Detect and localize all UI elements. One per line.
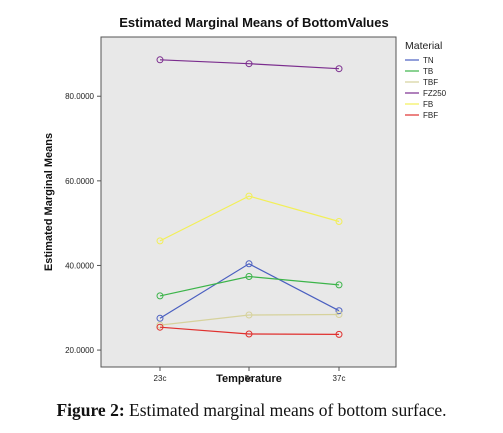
y-tick-label: 20.0000 <box>65 346 94 355</box>
data-point-tn <box>245 260 253 268</box>
legend-label: FBF <box>423 111 438 120</box>
data-point-tbf <box>245 311 253 319</box>
data-point-tbf <box>156 321 164 329</box>
caption-label: Figure 2: <box>56 400 125 420</box>
legend-label: TN <box>423 56 434 65</box>
y-tick-label: 80.0000 <box>65 92 94 101</box>
data-point-fb <box>156 237 164 245</box>
x-tick-label: 37c <box>333 374 346 383</box>
data-point-fz250 <box>335 65 343 73</box>
chart: Estimated Marginal Means of BottomValues… <box>43 15 447 385</box>
data-point-fb <box>245 192 253 200</box>
legend: Material TN TB TBF FZ250 FB FBF <box>405 40 447 120</box>
series-group <box>156 56 343 338</box>
data-point-fz250 <box>156 56 164 64</box>
y-axis-label: Estimated Marginal Means <box>43 133 55 271</box>
series-line-tbf <box>159 313 340 326</box>
data-point-fbf <box>156 323 164 331</box>
series-line-tb <box>159 275 340 297</box>
x-axis-label: Temperature <box>216 373 282 385</box>
x-axis: 23c 5c 37c <box>154 367 346 383</box>
data-point-fbf <box>335 330 343 338</box>
data-point-tb <box>156 292 164 300</box>
data-point-fz250 <box>245 60 253 68</box>
y-axis: 20.0000 40.0000 60.0000 80.0000 <box>65 92 101 355</box>
x-tick-label: 23c <box>154 374 167 383</box>
series-line-fz250 <box>159 59 340 70</box>
data-point-tb <box>245 273 253 280</box>
series-line-tn <box>159 263 340 319</box>
data-point-tb <box>335 281 343 289</box>
figure-caption: Figure 2: Estimated marginal means of bo… <box>0 400 503 421</box>
data-point-fb <box>335 218 343 225</box>
data-point-tbf <box>335 311 343 318</box>
data-point-tn <box>156 314 164 322</box>
legend-title: Material <box>405 40 442 52</box>
y-tick-label: 40.0000 <box>65 261 94 270</box>
caption-text: Estimated marginal means of bottom surfa… <box>124 400 447 420</box>
chart-title: Estimated Marginal Means of BottomValues <box>119 15 388 30</box>
data-point-fbf <box>245 330 253 338</box>
data-point-tn <box>335 307 343 315</box>
series-line-fb <box>159 195 340 242</box>
legend-label: FB <box>423 100 433 109</box>
y-tick-label: 60.0000 <box>65 177 94 186</box>
legend-label: FZ250 <box>423 89 447 98</box>
series-line-fbf <box>159 326 340 335</box>
legend-label: TB <box>423 67 433 76</box>
legend-label: TBF <box>423 78 438 87</box>
x-tick-label: 5c <box>245 374 253 383</box>
